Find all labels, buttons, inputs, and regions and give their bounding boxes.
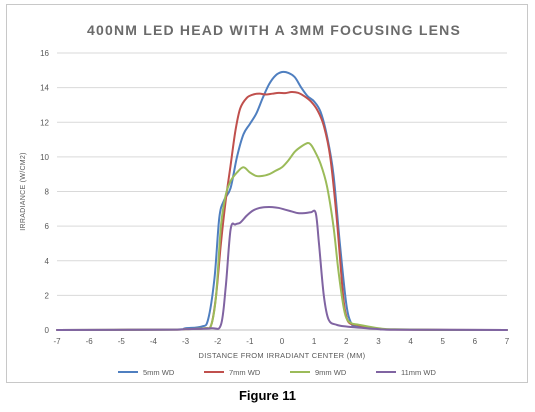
x-axis-label: DISTANCE FROM IRRADIANT CENTER (MM)	[199, 351, 366, 360]
series-line-3	[56, 141, 508, 332]
x-tick-label: -7	[53, 337, 61, 346]
chart-title: 400NM LED HEAD WITH A 3MM FOCUSING LENS	[87, 22, 461, 38]
x-tick-label: 5	[440, 337, 445, 346]
x-tick-label: 1	[312, 337, 317, 346]
x-tick-label: 0	[280, 337, 285, 346]
x-tick-label: -2	[214, 337, 222, 346]
x-tick-label: -6	[86, 337, 94, 346]
legend-label-4: 11mm WD	[401, 368, 436, 377]
x-tick-label: -5	[118, 337, 126, 346]
legend-label-3: 9mm WD	[315, 368, 347, 377]
x-tick-label: 4	[408, 337, 413, 346]
legend-label-2: 7mm WD	[229, 368, 261, 377]
series-line-1	[56, 70, 508, 331]
series-lines	[56, 70, 508, 332]
figure-caption: Figure 11	[238, 388, 297, 403]
x-tick-label: -4	[150, 337, 158, 346]
y-tick-label: 0	[45, 326, 50, 335]
x-tick-label: 3	[376, 337, 381, 346]
y-tick-label: 4	[45, 257, 50, 266]
x-tick-label: -3	[182, 337, 190, 346]
x-tick-label: -1	[246, 337, 254, 346]
y-tick-label: 10	[40, 153, 49, 162]
series-line-4	[56, 205, 508, 331]
y-tick-label: 8	[45, 188, 50, 197]
y-tick-label: 12	[40, 118, 49, 127]
y-tick-label: 16	[40, 49, 49, 58]
x-tick-label: 6	[473, 337, 478, 346]
line-chart: 400NM LED HEAD WITH A 3MM FOCUSING LENS …	[20, 22, 510, 377]
x-tick-label: 2	[344, 337, 349, 346]
legend-label-1: 5mm WD	[143, 368, 175, 377]
y-axis-label: IRRADIANCE (W/CM2)	[20, 152, 27, 231]
x-tick-label: 7	[505, 337, 510, 346]
series-line-2	[56, 90, 508, 331]
y-tick-label: 2	[45, 291, 50, 300]
chart-frame: 400NM LED HEAD WITH A 3MM FOCUSING LENS …	[6, 4, 528, 383]
gridlines	[57, 52, 507, 331]
legend: 5mm WD 7mm WD 9mm WD 11mm WD	[118, 368, 436, 377]
y-tick-label: 14	[40, 84, 49, 93]
y-tick-label: 6	[45, 222, 50, 231]
